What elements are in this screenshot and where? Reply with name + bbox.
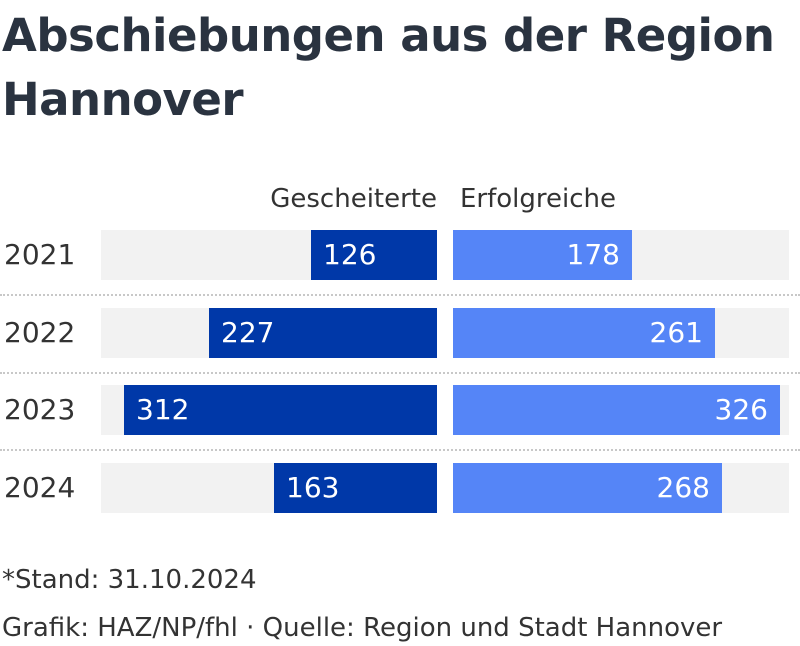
bar-failed: 163 bbox=[274, 462, 437, 513]
chart-row-2021: 2021 126 178 bbox=[0, 222, 800, 300]
bar-track-successful: 261 bbox=[453, 307, 789, 358]
bar-successful: 268 bbox=[453, 462, 722, 513]
column-header-failed: Gescheiterte bbox=[270, 184, 437, 214]
chart-title: Abschiebungen aus der Region Hannover bbox=[2, 9, 775, 126]
data-label-successful: 261 bbox=[649, 315, 703, 349]
row-divider bbox=[0, 294, 800, 296]
data-label-failed: 227 bbox=[221, 315, 275, 349]
source-line: Grafik: HAZ/NP/fhl · Quelle: Region und … bbox=[2, 613, 723, 643]
year-label: 2022 bbox=[4, 315, 76, 349]
bar-successful: 178 bbox=[453, 230, 632, 280]
year-label: 2021 bbox=[4, 238, 76, 271]
footnote: *Stand: 31.10.2024 bbox=[2, 565, 257, 595]
chart-row-2023: 2023 312 326 bbox=[0, 377, 800, 455]
data-label-successful: 326 bbox=[714, 393, 768, 426]
bar-successful: 261 bbox=[453, 307, 715, 358]
bar-track-successful: 326 bbox=[453, 385, 789, 435]
bar-failed: 126 bbox=[311, 230, 437, 280]
row-divider bbox=[0, 371, 800, 374]
bar-track-failed: 163 bbox=[101, 462, 437, 513]
data-label-successful: 268 bbox=[656, 470, 710, 504]
row-divider bbox=[0, 449, 800, 451]
chart-row-2024: 2024 163 268 bbox=[0, 455, 800, 533]
data-label-failed: 163 bbox=[286, 470, 340, 504]
bar-track-failed: 312 bbox=[101, 385, 437, 435]
bar-track-failed: 126 bbox=[101, 230, 437, 280]
bar-track-successful: 268 bbox=[453, 462, 789, 513]
column-header-successful: Erfolgreiche bbox=[460, 184, 617, 214]
bar-failed: 227 bbox=[209, 307, 437, 358]
data-label-failed: 312 bbox=[136, 393, 190, 426]
bar-track-failed: 227 bbox=[101, 307, 437, 358]
year-label: 2023 bbox=[4, 393, 76, 426]
year-label: 2024 bbox=[4, 470, 76, 504]
bar-successful: 326 bbox=[453, 385, 780, 435]
bar-failed: 312 bbox=[124, 385, 437, 435]
data-label-failed: 126 bbox=[323, 238, 377, 271]
bar-track-successful: 178 bbox=[453, 230, 789, 280]
data-label-successful: 178 bbox=[566, 238, 620, 271]
chart-row-2022: 2022 227 261 bbox=[0, 300, 800, 378]
